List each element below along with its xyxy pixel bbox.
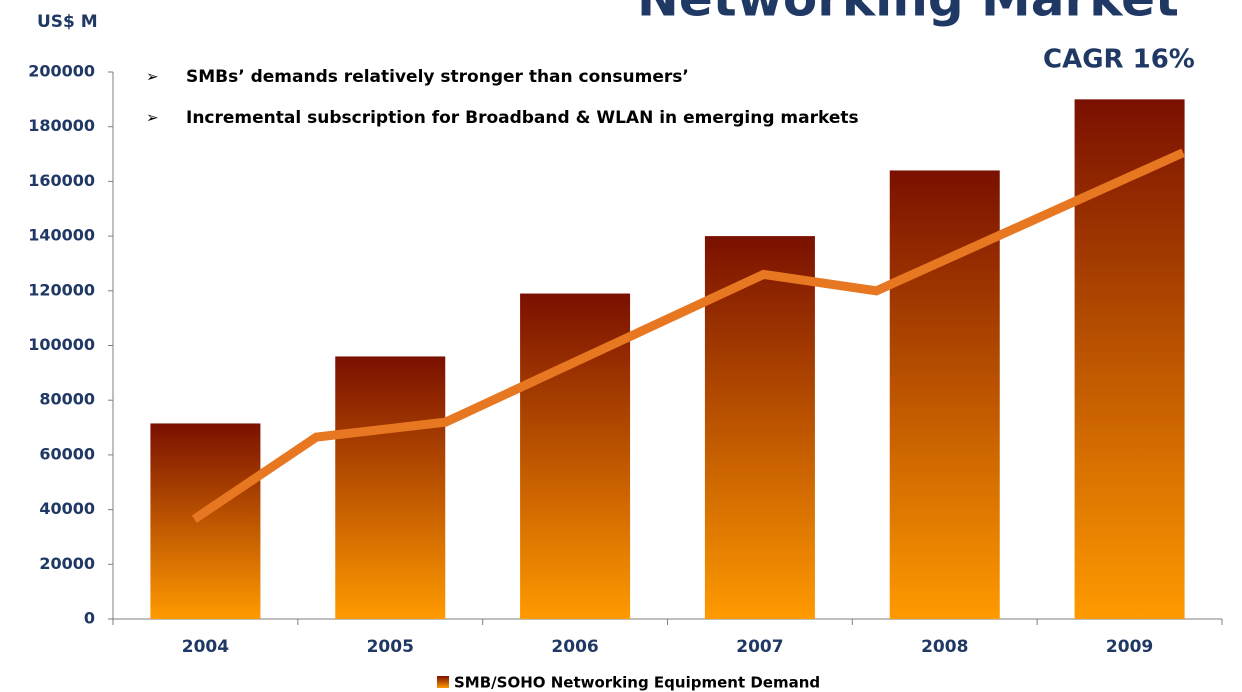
y-tick-label: 200000 [28, 62, 95, 81]
x-tick-label: 2008 [921, 637, 968, 657]
y-tick-label: 20000 [39, 554, 95, 573]
y-tick-label: 0 [84, 609, 95, 628]
bullet-icon: ➢ [146, 68, 159, 86]
chart-subtitle: CAGR 16% [1043, 45, 1195, 75]
y-tick-label: 160000 [28, 171, 95, 190]
bullet-icon: ➢ [146, 109, 159, 127]
y-tick-label: 100000 [28, 335, 95, 354]
legend-label: SMB/SOHO Networking Equipment Demand [454, 674, 820, 692]
bar [1074, 99, 1185, 620]
y-tick-label: 140000 [28, 226, 95, 245]
y-tick-label: 180000 [28, 116, 95, 135]
y-tick-label: 60000 [39, 444, 95, 463]
bar [704, 236, 815, 619]
legend-swatch [437, 676, 449, 688]
y-tick-label: 40000 [39, 499, 95, 518]
y-tick-label: 80000 [39, 390, 95, 409]
bar [150, 423, 261, 619]
bar [889, 170, 1000, 619]
x-tick-label: 2009 [1106, 637, 1153, 657]
annotation: Incremental subscription for Broadband &… [186, 108, 859, 128]
chart-title: Networking Market [637, 0, 1179, 28]
y-axis-label: US$ M [37, 12, 98, 32]
trend-line [191, 148, 1186, 523]
x-tick-label: 2004 [182, 637, 229, 657]
bar [335, 356, 446, 619]
annotation: SMBs’ demands relatively stronger than c… [186, 67, 689, 87]
y-tick-label: 120000 [28, 280, 95, 299]
x-tick-label: 2005 [367, 637, 414, 657]
x-tick-label: 2006 [551, 637, 598, 657]
x-tick-label: 2007 [736, 637, 783, 657]
